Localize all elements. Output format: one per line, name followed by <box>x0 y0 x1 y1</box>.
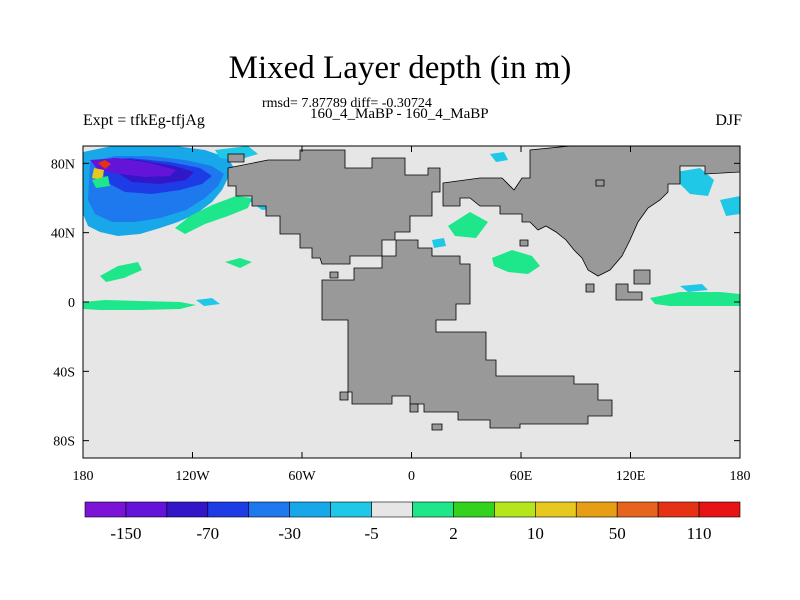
x-tick-label: 60E <box>510 469 533 484</box>
colorbar-swatch <box>84 501 127 518</box>
y-tick-label: 80N <box>51 157 75 172</box>
south-small-negative <box>432 238 446 248</box>
north-pacific-anomaly-max <box>90 158 176 177</box>
colorbar-swatch <box>330 501 372 518</box>
colorbar-swatch <box>453 501 495 518</box>
gondwana <box>321 239 613 429</box>
colorbar-label: 50 <box>609 524 626 543</box>
north-pacific-positive-spot <box>98 160 111 169</box>
tropical-pacific-negative <box>196 298 220 306</box>
north-pacific-patch-east <box>215 146 258 160</box>
subtropical-pacific-positive <box>100 262 142 282</box>
case-names: 160_4_MaBP - 160_4_MaBP <box>310 106 489 122</box>
midpacific-positive-band <box>175 196 252 234</box>
colorbar-label: -5 <box>364 524 378 543</box>
colorbar-swatch <box>412 501 454 518</box>
x-tick-label: 60W <box>288 469 316 484</box>
north-pacific-small-positive <box>92 176 110 188</box>
x-tick-label: 0 <box>408 469 415 484</box>
tethys-island-2 <box>633 269 651 285</box>
colorbar-label: -150 <box>110 524 141 543</box>
rmsd-diff-text: rmsd= 7.87789 diff= -0.30724 <box>262 96 432 111</box>
y-tick-label: 40S <box>53 365 75 380</box>
x-tick-label: 120W <box>175 469 210 484</box>
chart-title: Mixed Layer depth (in m) <box>228 50 572 86</box>
southern-island <box>431 423 443 431</box>
east-tethys-negative <box>676 168 714 196</box>
subtropical-pacific-patch <box>225 258 252 268</box>
experiment-label: Expt = tfkEg-tfjAg <box>83 112 205 129</box>
y-tick-label: 0 <box>68 296 75 311</box>
colorbar-swatch <box>371 501 413 518</box>
colorbar-swatch <box>125 501 168 518</box>
colorbar-label: 2 <box>449 524 458 543</box>
tethys-small-island <box>519 239 529 247</box>
map-plot-area <box>83 146 740 458</box>
north-pacific-positive-spot-2 <box>92 168 104 180</box>
colorbar-swatch <box>289 501 331 518</box>
tethys-island-1 <box>615 283 643 301</box>
colorbar-swatch <box>248 501 290 518</box>
north-island-small <box>595 179 605 187</box>
laurasia-east <box>442 146 740 277</box>
colorbar-swatch <box>698 501 741 518</box>
colorbar-swatch <box>494 501 536 518</box>
laurasia-west <box>227 149 441 265</box>
tethys-island-3 <box>585 283 595 293</box>
colorbar-label: 110 <box>687 524 712 543</box>
tropical-east-pacific-positive <box>83 300 196 310</box>
y-tick-label: 80S <box>53 435 75 450</box>
y-tick-label: 40N <box>51 227 75 242</box>
colorbar-swatch <box>657 501 700 518</box>
tethys-positive-ring <box>448 212 488 238</box>
colorbar-swatch <box>207 501 250 518</box>
x-tick-label: 180 <box>730 469 751 484</box>
season-label: DJF <box>715 112 742 129</box>
east-tethys-negative-2 <box>720 196 740 216</box>
x-tick-label: 180 <box>73 469 94 484</box>
colorbar-swatch <box>166 501 209 518</box>
arctic-negative-patch <box>490 152 508 162</box>
colorbar-swatch <box>616 501 659 518</box>
x-tick-label: 120E <box>616 469 646 484</box>
land-masses <box>227 146 740 431</box>
tethys-positive-patch <box>492 250 540 274</box>
arctic-island <box>227 153 245 163</box>
pacific-island-small <box>329 271 339 279</box>
colorbar-label: -70 <box>196 524 219 543</box>
colorbar-swatch <box>575 501 618 518</box>
colorbar-swatch <box>535 501 577 518</box>
colorbar: -150 -70 -30 -5 2 10 50 110 <box>84 501 741 543</box>
colorbar-label: -30 <box>278 524 301 543</box>
southern-island-3 <box>339 391 349 401</box>
axis-ticks: 180 120W 60W 0 60E 120E 180 80N 40N 0 40S 80S <box>51 146 751 484</box>
tropical-eastern-ocean-negative <box>680 284 708 292</box>
southern-island-2 <box>409 403 419 413</box>
colorbar-label: 10 <box>527 524 544 543</box>
tropical-eastern-ocean-positive <box>650 292 740 306</box>
